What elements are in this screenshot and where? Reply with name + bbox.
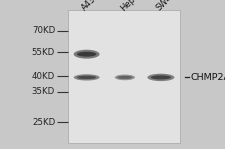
- Bar: [68, 24, 180, 30]
- Ellipse shape: [151, 75, 171, 79]
- Bar: [68, 77, 180, 83]
- Bar: [68, 57, 180, 63]
- Bar: [68, 90, 180, 97]
- Text: HepG2: HepG2: [119, 0, 145, 13]
- Bar: [68, 63, 180, 70]
- Bar: [68, 110, 180, 117]
- Text: CHMP2A: CHMP2A: [190, 73, 225, 82]
- Ellipse shape: [147, 74, 174, 81]
- Bar: [68, 44, 180, 50]
- Text: 25KD: 25KD: [32, 118, 55, 127]
- Text: A431: A431: [80, 0, 102, 13]
- Bar: [68, 30, 180, 37]
- Bar: [68, 130, 180, 136]
- Bar: [68, 17, 180, 24]
- Bar: [68, 10, 180, 17]
- Text: SW480: SW480: [155, 0, 182, 13]
- Ellipse shape: [74, 74, 99, 80]
- Ellipse shape: [77, 76, 96, 79]
- Text: 55KD: 55KD: [32, 48, 55, 57]
- Bar: [68, 83, 180, 90]
- Bar: [68, 50, 180, 57]
- Bar: [68, 37, 180, 44]
- Ellipse shape: [117, 76, 133, 79]
- Bar: [68, 117, 180, 123]
- Text: 35KD: 35KD: [32, 87, 55, 97]
- Text: 70KD: 70KD: [32, 27, 55, 35]
- Bar: [68, 97, 180, 103]
- Bar: [68, 10, 180, 143]
- Bar: [68, 103, 180, 110]
- Bar: [68, 123, 180, 130]
- Ellipse shape: [115, 74, 135, 80]
- Ellipse shape: [74, 50, 99, 59]
- Ellipse shape: [77, 52, 96, 57]
- Bar: [68, 136, 180, 143]
- Bar: [68, 70, 180, 77]
- Text: 40KD: 40KD: [32, 72, 55, 81]
